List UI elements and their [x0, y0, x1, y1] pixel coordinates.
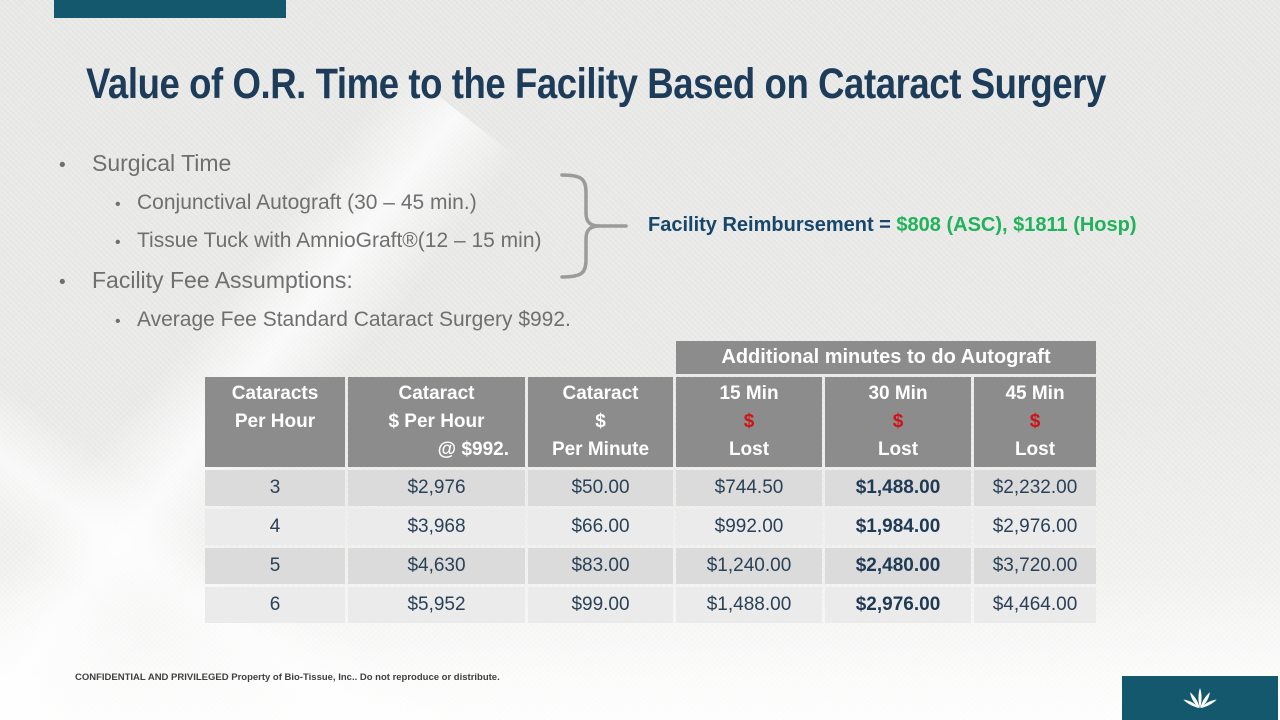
table-cell: $1,240.00: [676, 548, 822, 584]
table-cell: $744.50: [676, 470, 822, 506]
callout-label: Facility Reimbursement =: [648, 214, 897, 236]
bullet-text: Facility Fee Assumptions:: [92, 267, 353, 293]
header-line: @ $992.: [437, 439, 509, 460]
reimbursement-callout: Facility Reimbursement = $808 (ASC), $18…: [648, 214, 1137, 237]
logo: [1122, 676, 1278, 720]
table-cell: $3,968: [348, 509, 525, 545]
table-cell: $2,232.00: [974, 470, 1096, 506]
table-cell: $992.00: [676, 509, 822, 545]
bullet-dot: •: [59, 272, 66, 293]
bullet-item: • Tissue Tuck with AmnioGraft®(12 – 15 mi…: [56, 227, 676, 255]
header-line: $: [1029, 411, 1041, 432]
table-cell: $3,720.00: [974, 548, 1096, 584]
table-cell: $83.00: [528, 548, 673, 584]
table-cell: 6: [205, 587, 345, 623]
table-header-cell: Cataract $ Per Hour @ $992.: [348, 377, 525, 467]
table-cell: $66.00: [528, 509, 673, 545]
table-header-cell: 30 Min $ Lost: [825, 377, 971, 467]
bullet-item: • Surgical Time: [56, 148, 676, 178]
table-cell: 5: [205, 548, 345, 584]
table-cell: $4,464.00: [974, 587, 1096, 623]
bullet-text: Tissue Tuck with AmnioGraft®(12 – 15 min…: [137, 229, 542, 252]
cataract-value-table: Cataracts Per Hour Cataract $ Per Hour @ $99…: [205, 377, 1096, 623]
header-line: 30 Min: [868, 383, 928, 404]
bio-tissue-lotus-icon: [1183, 688, 1217, 708]
bullet-dot: •: [115, 196, 121, 213]
brace-decoration: [560, 173, 628, 279]
table-cell: 4: [205, 509, 345, 545]
header-line: Lost: [1014, 439, 1056, 460]
accent-bar: [54, 0, 286, 18]
table-header-cell: 15 Min $ Lost: [676, 377, 822, 467]
bullet-item: • Average Fee Standard Cataract Surgery $…: [56, 306, 676, 334]
header-line: Cataracts: [231, 383, 319, 404]
bullet-dot: •: [59, 155, 66, 176]
table-cell: $1,488.00: [825, 470, 971, 506]
bullet-text: Surgical Time: [92, 150, 232, 176]
header-line: Per Minute: [551, 439, 650, 460]
bullet-dot: •: [115, 313, 121, 330]
header-line: $: [892, 411, 904, 432]
bullet-list: • Surgical Time • Conjunctival Autograft (3…: [56, 148, 676, 344]
table-cell: $4,630: [348, 548, 525, 584]
header-line: $: [743, 411, 755, 432]
table-cell: $2,976.00: [974, 509, 1096, 545]
table-cell: $2,976.00: [825, 587, 971, 623]
bullet-text: Average Fee Standard Cataract Surgery $9…: [137, 308, 571, 331]
bullet-item: • Conjunctival Autograft (30 – 45 min.): [56, 189, 676, 217]
header-line: Cataract: [562, 383, 639, 404]
table-cell: $5,952: [348, 587, 525, 623]
header-line: 45 Min: [1005, 383, 1065, 404]
table-cell: $2,480.00: [825, 548, 971, 584]
header-line: Lost: [877, 439, 919, 460]
table-header-cell: Cataracts Per Hour: [205, 377, 345, 467]
table-cell: 3: [205, 470, 345, 506]
bullet-text: Conjunctival Autograft (30 – 45 min.): [137, 191, 477, 214]
table-cell: $1,984.00: [825, 509, 971, 545]
table-cell: $2,976: [348, 470, 525, 506]
footer-disclaimer: CONFIDENTIAL AND PRIVILEGED Property of …: [75, 672, 500, 683]
table-header-cell: 45 Min $ Lost: [974, 377, 1096, 467]
header-line: $: [595, 411, 606, 432]
header-line: Lost: [728, 439, 770, 460]
bullet-item: • Facility Fee Assumptions:: [56, 265, 676, 295]
header-line: 15 Min: [719, 383, 779, 404]
table-cell: $1,488.00: [676, 587, 822, 623]
table-cell: $50.00: [528, 470, 673, 506]
header-line: Per Hour: [234, 411, 316, 432]
header-line: $ Per Hour: [388, 411, 485, 432]
table-cell: $99.00: [528, 587, 673, 623]
table-header-cell: Cataract $ Per Minute: [528, 377, 673, 467]
header-line: Cataract: [398, 383, 475, 404]
table-banner: Additional minutes to do Autograft: [676, 341, 1096, 374]
bullet-dot: •: [115, 234, 121, 251]
page-title: Value of O.R. Time to the Facility Based…: [86, 60, 1106, 108]
callout-value: $808 (ASC), $1811 (Hosp): [896, 214, 1137, 236]
